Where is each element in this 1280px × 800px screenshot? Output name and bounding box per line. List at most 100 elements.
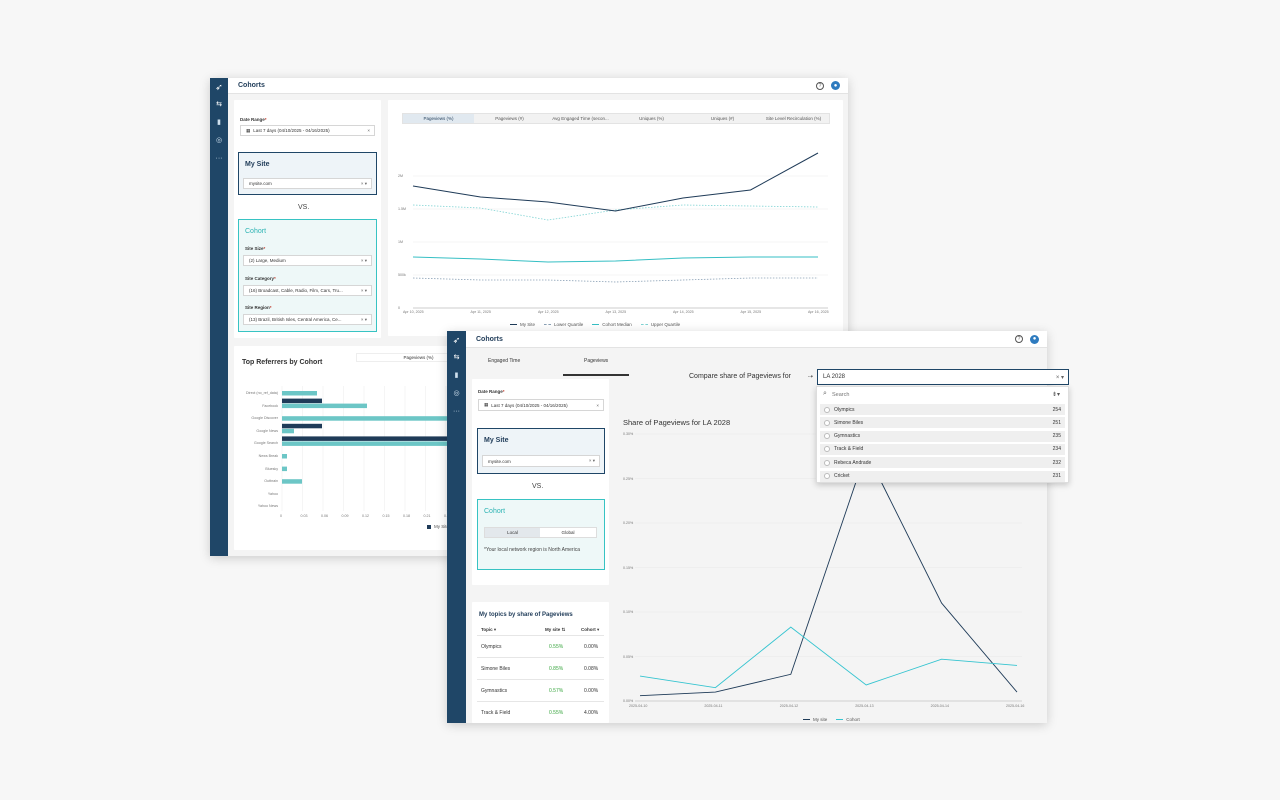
- filters-panel: Date Range* ▦ Last 7 days (04/10/2025 - …: [234, 100, 381, 338]
- topic-name[interactable]: Gymnastics: [481, 688, 508, 694]
- topic-cohort-share: 0.00%: [584, 644, 599, 650]
- site-category-select[interactable]: (16) Broadcast, Cable, Radio, Film, Cars…: [243, 285, 372, 296]
- x-tick-label: 0.18: [403, 514, 410, 518]
- x-tick-label: 0.09: [341, 514, 349, 518]
- radio-icon[interactable]: [824, 433, 830, 440]
- metric-tab[interactable]: Uniques (#): [710, 116, 735, 121]
- referrer-category-label: Outbrain: [264, 479, 278, 484]
- topic-option[interactable]: Olympics 254: [820, 404, 1065, 415]
- metric-tab[interactable]: Avg Engaged Time (secon...: [552, 116, 609, 121]
- topic-option[interactable]: Gymnastics 235: [820, 430, 1065, 442]
- help-icon[interactable]: ?: [1015, 335, 1023, 343]
- site-region-select[interactable]: (13) Brazil, British Isles, Central Amer…: [243, 314, 372, 325]
- cohorts-window-back: ➶ ⇆ ▮ ◎ ··· Cohorts ? ● Date Range* ▦ La…: [210, 78, 848, 556]
- topic-option[interactable]: Track & Field 234: [820, 443, 1065, 455]
- legend-swatch: [640, 324, 648, 325]
- my-site-series-line: [639, 450, 1018, 697]
- cohorts-window-front: ➶ ⇆ ▮ ◎ ··· Cohorts ? ● Engaged Time Pag…: [447, 331, 1047, 723]
- clear-chevron-icon[interactable]: × ▾: [360, 287, 367, 293]
- topic-option[interactable]: Rebeca Andrade 232: [820, 457, 1065, 469]
- referrer-category-label: Facebook: [262, 403, 278, 408]
- referrer-bar-cohort: [282, 428, 294, 434]
- analytics-nav-icon[interactable]: ▮: [217, 119, 221, 126]
- toggle-local[interactable]: Local: [485, 528, 541, 537]
- y-tick-label: 0.00%: [623, 699, 634, 703]
- date-range-select[interactable]: ▦ Last 7 days (04/10/2025 - 04/16/2025) …: [478, 399, 604, 411]
- chart-title: Share of Pageviews for LA 2028: [623, 418, 731, 427]
- radio-icon[interactable]: [824, 459, 830, 466]
- site-size-select[interactable]: (2) Large, Medium × ▾: [243, 255, 372, 266]
- topic-search-input[interactable]: [832, 390, 1032, 400]
- lower-quartile-line: [412, 277, 818, 283]
- radio-icon[interactable]: [824, 473, 830, 479]
- date-range-value: Last 7 days (04/10/2025 - 04/16/2025): [253, 128, 330, 133]
- cohorts-nav-icon[interactable]: ⇆: [216, 101, 222, 108]
- topic-name[interactable]: Olympics: [481, 644, 502, 650]
- toggle-global[interactable]: Global: [561, 530, 575, 535]
- topic-option-label: Gymnastics: [834, 433, 861, 440]
- topic-cohort-share: 0.00%: [584, 688, 599, 694]
- topics-header-my-site[interactable]: My site ⇅: [545, 627, 566, 632]
- x-tick-label: Apr 12, 2025: [538, 310, 559, 314]
- globe-nav-icon[interactable]: ◎: [453, 390, 460, 397]
- radio-icon[interactable]: [824, 446, 830, 453]
- metric-tab[interactable]: Pageviews (%): [403, 114, 474, 123]
- help-icon[interactable]: ?: [816, 81, 824, 90]
- compare-label: Compare share of Pageviews for: [689, 373, 791, 380]
- user-avatar-icon[interactable]: ●: [1030, 334, 1039, 344]
- clear-icon[interactable]: ×: [367, 128, 370, 133]
- referrer-bar-cohort: [282, 454, 287, 459]
- site-category-label: Site Category*: [245, 276, 276, 281]
- referrer-category-label: Bluesky: [265, 466, 278, 471]
- clear-icon[interactable]: ×: [596, 402, 599, 408]
- legend-swatch-cohort: [836, 719, 844, 720]
- clear-chevron-icon[interactable]: × ▾: [588, 458, 595, 463]
- cohorts-nav-icon[interactable]: ⇆: [453, 354, 460, 361]
- referrer-bar-cohort: [282, 403, 367, 409]
- metric-tab[interactable]: Site Level Recirculation (%): [765, 116, 822, 121]
- x-tick-label: Apr 16, 2025: [808, 310, 829, 314]
- top-bar: Cohorts ? ●: [228, 78, 848, 94]
- metric-tab[interactable]: Pageviews (#): [495, 116, 524, 121]
- clear-chevron-icon[interactable]: × ▾: [1055, 374, 1064, 381]
- required-marker: *: [263, 246, 266, 251]
- topic-option[interactable]: Simone Biles 251: [820, 417, 1065, 429]
- topics-header-cohort[interactable]: Cohort ▾: [581, 627, 600, 632]
- more-nav-icon[interactable]: ···: [453, 408, 460, 415]
- logo-icon: ➶: [452, 335, 461, 345]
- topic-name[interactable]: Simone Biles: [481, 666, 511, 672]
- y-tick-label: 0: [398, 306, 400, 310]
- x-tick-label: 2025-04-13: [855, 704, 874, 708]
- my-site-select[interactable]: mysite.com × ▾: [482, 455, 600, 467]
- metric-tab[interactable]: Uniques (%): [639, 116, 664, 121]
- trend-chart-panel: Pageviews (%) Pageviews (#) Avg Engaged Ti…: [388, 100, 843, 336]
- clear-chevron-icon[interactable]: × ▾: [360, 257, 367, 263]
- tab-pageviews[interactable]: Pageviews: [584, 358, 609, 364]
- user-avatar-icon[interactable]: ●: [831, 81, 840, 90]
- cohort-series-line: [639, 626, 1018, 689]
- sort-filter-icon[interactable]: ⇟▾: [1052, 392, 1061, 398]
- topic-select[interactable]: LA 2028 × ▾: [817, 369, 1069, 385]
- topic-option[interactable]: Cricket 231: [820, 470, 1065, 482]
- radio-icon[interactable]: [824, 419, 830, 426]
- y-tick-label: 1M: [398, 240, 403, 244]
- date-range-select[interactable]: ▦ Last 7 days (04/10/2025 - 04/16/2025) …: [240, 125, 375, 136]
- legend-label: Upper Quartile: [650, 322, 681, 327]
- y-tick-label: 0.05%: [623, 654, 634, 659]
- more-nav-icon[interactable]: ···: [215, 155, 223, 162]
- topic-my-site-share: 0.55%: [549, 710, 564, 716]
- topic-name[interactable]: Track & Field: [481, 710, 511, 716]
- globe-nav-icon[interactable]: ◎: [215, 137, 223, 144]
- referrer-bar-cohort: [282, 466, 287, 472]
- tab-engaged-time[interactable]: Engaged Time: [488, 358, 521, 364]
- my-site-select[interactable]: mysite.com × ▾: [243, 178, 372, 189]
- topics-header-topic[interactable]: Topic ▾: [481, 627, 497, 632]
- clear-chevron-icon[interactable]: × ▾: [360, 180, 367, 186]
- share-legend: My site Cohort: [803, 717, 869, 722]
- referrer-bar-cohort: [282, 391, 317, 396]
- analytics-nav-icon[interactable]: ▮: [454, 372, 459, 379]
- y-tick-label: 500k: [398, 273, 406, 277]
- clear-chevron-icon[interactable]: × ▾: [360, 316, 367, 322]
- radio-icon[interactable]: [824, 406, 830, 413]
- trend-chart: [412, 152, 828, 309]
